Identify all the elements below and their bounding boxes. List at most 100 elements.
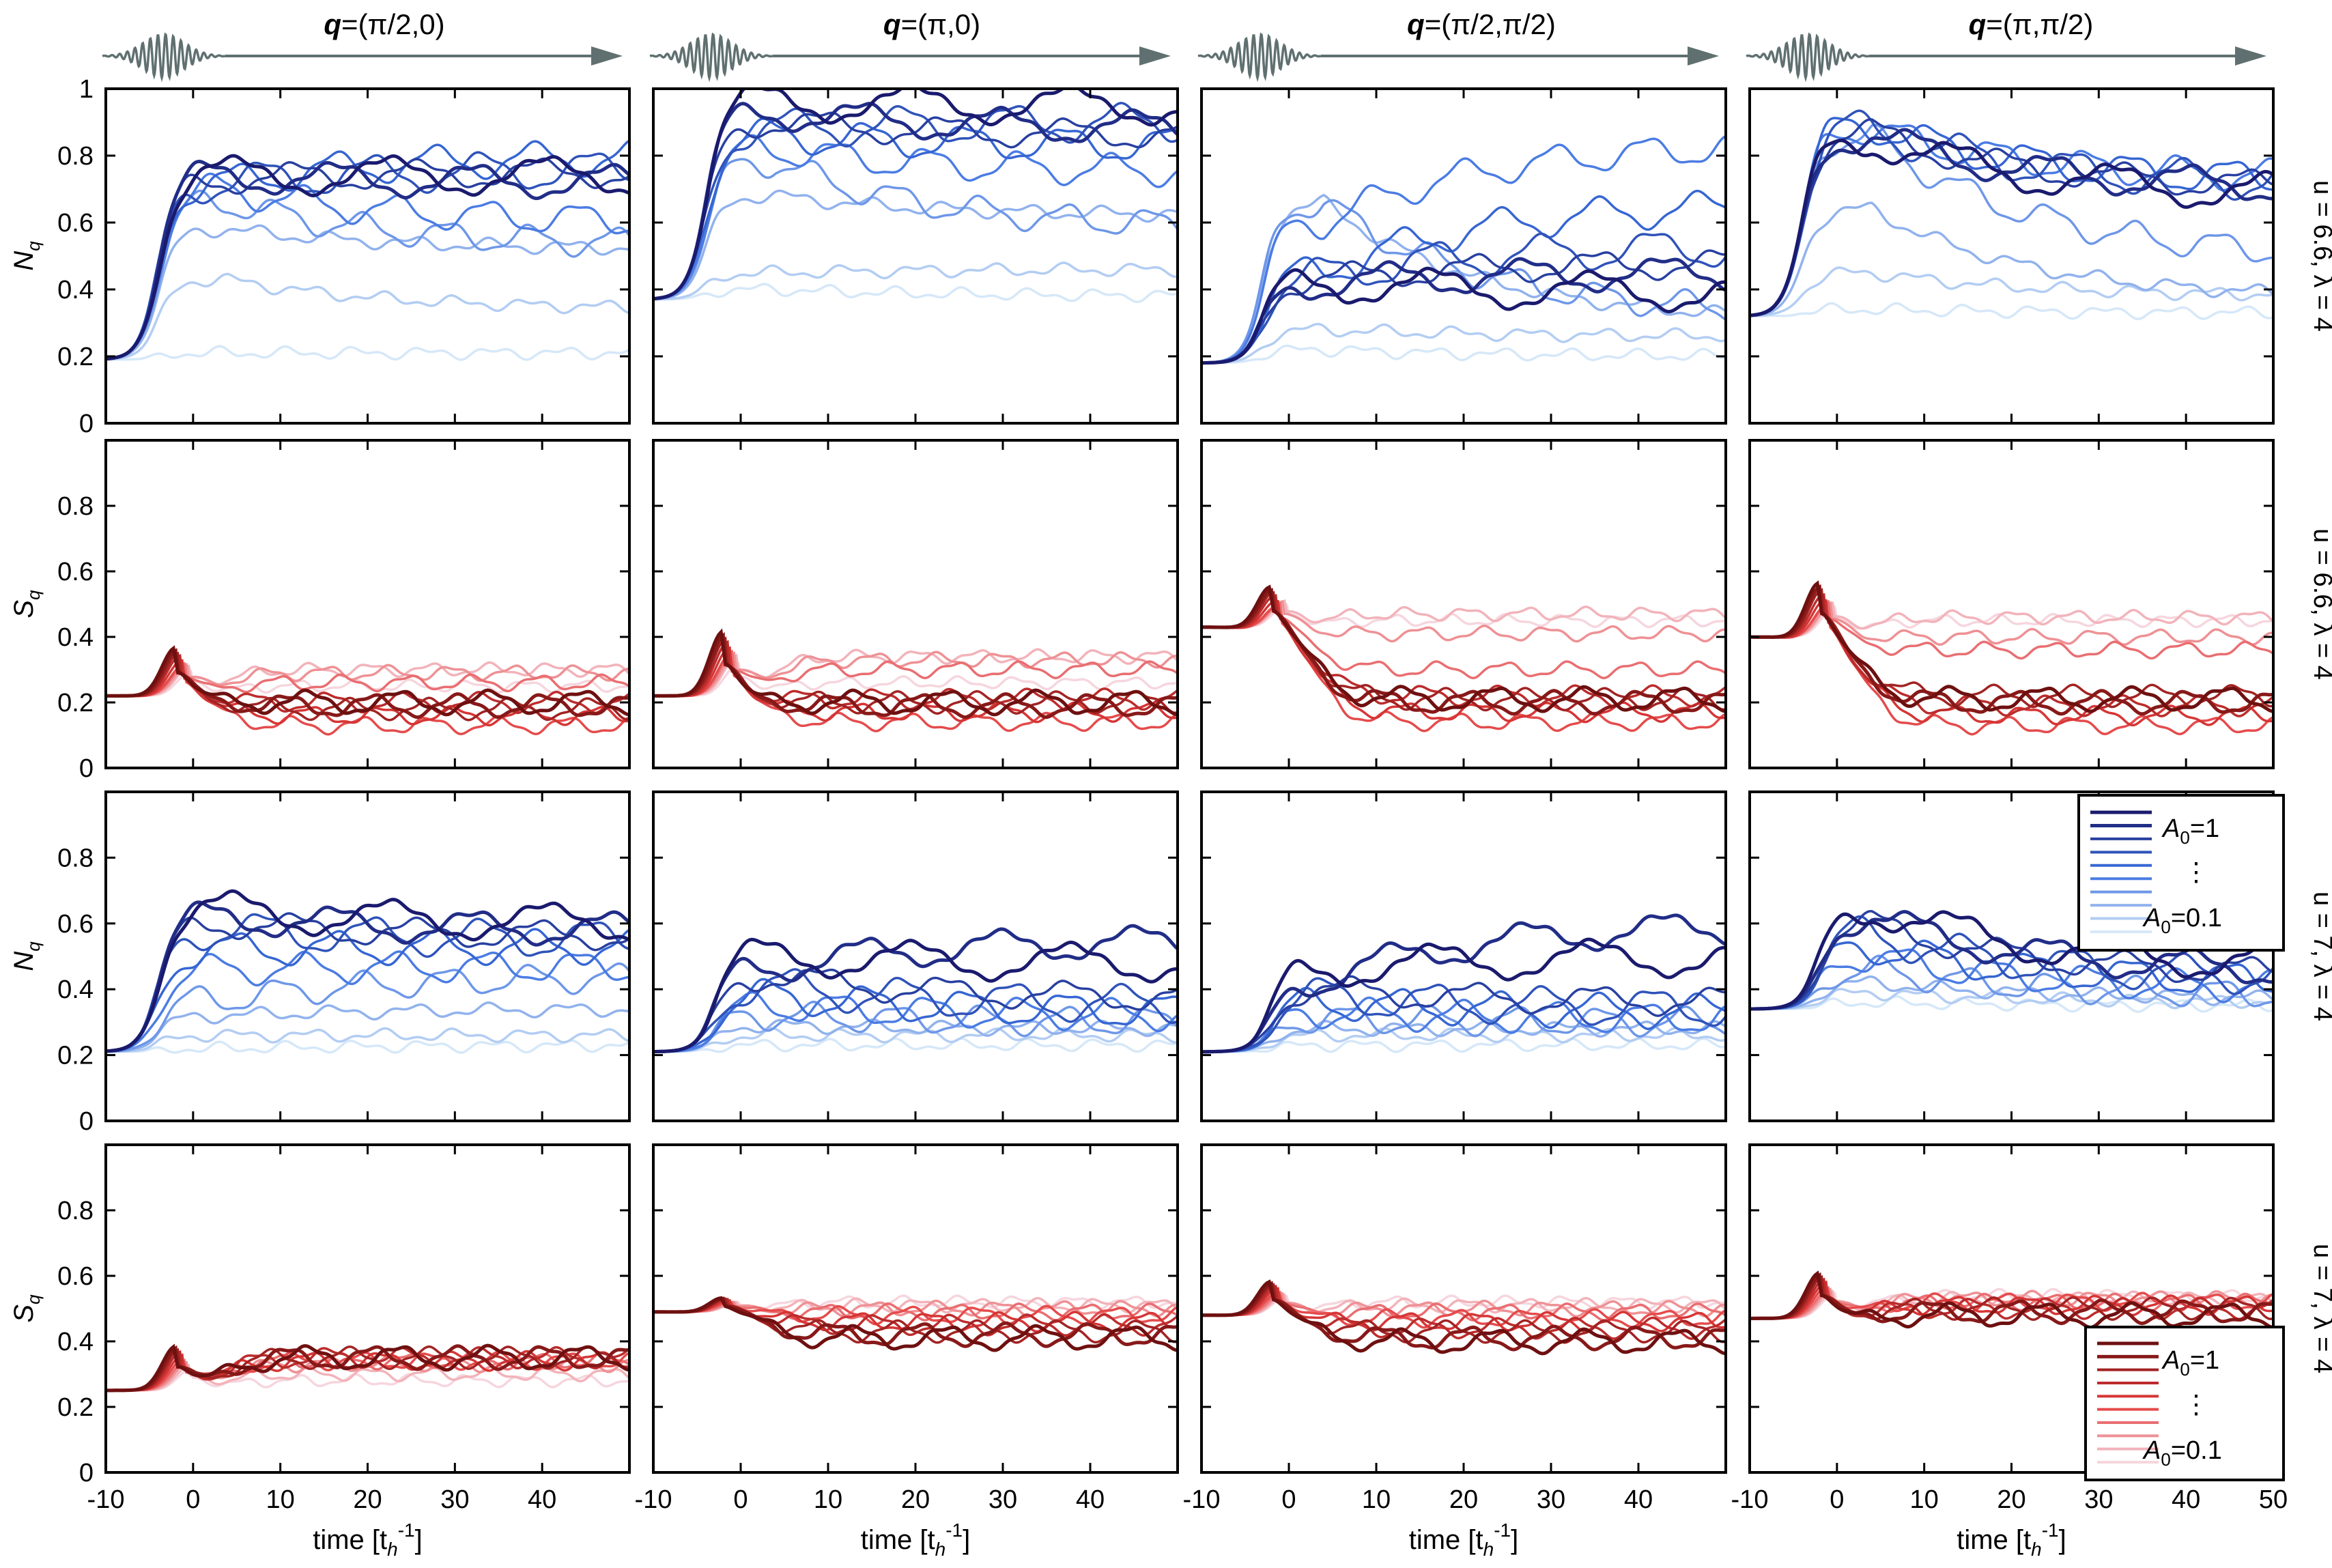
series-A0-1	[1750, 1270, 2273, 1330]
series-A0-0.4	[653, 158, 1178, 300]
series-A0-0.9	[106, 1344, 629, 1393]
series-A0-0.6	[1750, 939, 2273, 1010]
x-tick-label: -10	[635, 1485, 672, 1514]
x-tick-label: 50	[2259, 1485, 2288, 1514]
series-A0-0.2	[653, 1027, 1178, 1053]
series-A0-0.2	[653, 261, 1178, 301]
panel-r1-c2	[652, 87, 1179, 425]
series-A0-0.6	[106, 928, 629, 1053]
series-A0-1	[1201, 266, 1726, 365]
x-tick-label: 40	[528, 1485, 556, 1514]
column-title-2: q=(π,0)	[883, 8, 980, 40]
pulse-arrows	[102, 32, 2266, 83]
x-tick-label: 10	[1910, 1485, 1939, 1514]
y-axis-title: Nq	[9, 941, 44, 971]
series-A0-0.7	[106, 913, 629, 1053]
row-label: u = 6.6, λ = 4	[2308, 180, 2332, 332]
panel-frame	[104, 87, 631, 425]
y-tick-label: 0	[79, 410, 94, 438]
legend-red-top: A0=1	[2161, 1346, 2219, 1380]
y-axis-title: Nq	[9, 241, 44, 271]
x-axis-title: time [th-1]	[1957, 1520, 2066, 1560]
column-title-4: q=(π,π/2)	[1969, 8, 2094, 40]
panel-r3-c2	[652, 790, 1179, 1122]
series-A0-0.4	[1201, 199, 1726, 365]
series-A0-0.7	[653, 102, 1178, 300]
panels: 00.20.40.60.8100.20.40.60.800.20.40.60.8…	[57, 75, 2288, 1560]
series-A0-0.9	[1201, 257, 1726, 365]
y-axis-title: Sq	[9, 1294, 44, 1323]
panel-frame	[1200, 87, 1727, 425]
series-A0-0.2	[1201, 322, 1726, 365]
x-tick-label: -10	[87, 1485, 125, 1514]
series-A0-0.4	[1201, 1290, 1726, 1322]
x-axis-title: time [th-1]	[1409, 1520, 1519, 1560]
pulse-arrow-1	[102, 32, 623, 83]
series-A0-0.7	[106, 151, 629, 360]
x-tick-label: 0	[186, 1485, 200, 1514]
pulse-arrow-2	[649, 32, 1171, 83]
x-tick-label: 20	[353, 1485, 382, 1514]
series-A0-0.8	[653, 968, 1178, 1053]
series-A0-0.4	[653, 649, 1178, 698]
series-A0-0.5	[1201, 996, 1726, 1053]
series-A0-0.8	[653, 1297, 1178, 1344]
series-A0-0.1	[1750, 302, 2273, 321]
x-tick-label: 10	[1362, 1485, 1391, 1514]
series-A0-0.6	[653, 978, 1178, 1053]
series-A0-0.9	[106, 159, 629, 361]
y-tick-label: 0.4	[57, 276, 94, 304]
panel-frame	[652, 87, 1179, 425]
x-axis-title: time [th-1]	[313, 1520, 423, 1560]
x-tick-label: 30	[1537, 1485, 1565, 1514]
panel-r3-c3	[1200, 790, 1727, 1122]
series-A0-0.3	[106, 1001, 629, 1053]
panel-r4-c3: -10 0 10 20 30 40 time [th-1]	[1183, 1143, 1727, 1560]
panel-r4-c4: -10 0 10 20 30 40 50 time [th-1]	[1731, 1143, 2288, 1560]
series-A0-0.3	[106, 224, 629, 360]
panel-r2-c3	[1200, 439, 1727, 769]
series-A0-0.5	[653, 134, 1178, 300]
series-A0-0.3	[1750, 601, 2273, 646]
x-tick-label: 0	[1830, 1485, 1844, 1514]
series-A0-0.1	[1201, 344, 1726, 365]
series-A0-0.7	[1201, 977, 1726, 1053]
series-A0-1	[653, 937, 1178, 1054]
y-tick-label: 0	[79, 1459, 94, 1487]
series-A0-1	[653, 628, 1178, 717]
x-axis-title: time [th-1]	[861, 1520, 971, 1560]
y-tick-label: 0.6	[57, 558, 94, 586]
x-tick-label: -10	[1183, 1485, 1221, 1514]
series-A0-0.4	[1750, 599, 2273, 660]
series-A0-0.9	[106, 900, 629, 1053]
y-tick-label: 0	[79, 1107, 94, 1136]
x-tick-label: 10	[266, 1485, 295, 1514]
x-tick-label: 10	[814, 1485, 842, 1514]
series-A0-0.3	[1201, 193, 1726, 365]
legend-blue-box	[2077, 794, 2285, 952]
y-tick-label: 0.6	[57, 209, 94, 238]
series-A0-0.5	[1750, 948, 2273, 1010]
y-tick-label: 0.4	[57, 623, 94, 652]
column-titles: q=(π/2,0) q=(π,0) q=(π/2,π/2) q=(π,π/2)	[324, 8, 2093, 40]
x-tick-label: 30	[989, 1485, 1017, 1514]
legend-blue: A0=1 ⋮ A0=0.1	[2077, 794, 2285, 952]
y-tick-label: 0.2	[57, 1042, 94, 1070]
y-tick-label: 0.2	[57, 343, 94, 371]
y-tick-label: 0.8	[57, 844, 94, 872]
series-A0-1	[1750, 139, 2273, 317]
series-A0-0.5	[1750, 124, 2273, 317]
y-tick-label: 0.4	[57, 1328, 94, 1356]
series-A0-0.9	[653, 102, 1178, 301]
pulse-arrow-4	[1746, 32, 2266, 83]
series-A0-0.1	[653, 283, 1178, 304]
panel-r2-c1: 0 0.2 0.4 0.6 0.8	[57, 439, 631, 783]
series-A0-0.8	[1201, 975, 1726, 1053]
series-A0-0.4	[653, 1000, 1178, 1053]
series-A0-0.2	[1750, 988, 2273, 1010]
series-A0-1	[653, 1296, 1178, 1352]
series-A0-0.4	[106, 189, 629, 360]
series-A0-0.2	[106, 1027, 629, 1053]
